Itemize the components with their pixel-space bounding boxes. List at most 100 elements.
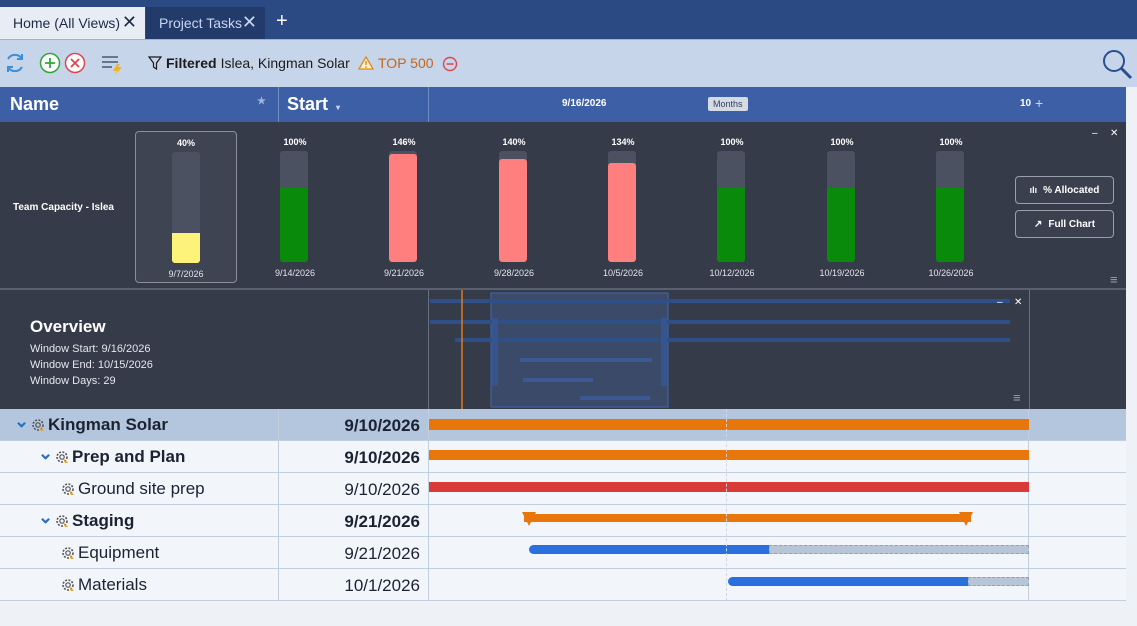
- refresh-icon[interactable]: [3, 51, 27, 75]
- capacity-week-column[interactable]: 134% 10/5/2026: [572, 131, 674, 283]
- close-icon[interactable]: ✕: [241, 12, 257, 32]
- task-name: Materials: [78, 575, 147, 594]
- expand-arrow-icon: ↗: [1033, 218, 1043, 230]
- task-name-cell[interactable]: ⌄ Prep and Plan: [0, 441, 279, 473]
- remove-circle-icon[interactable]: [64, 52, 86, 74]
- capacity-bar-track: [280, 151, 308, 262]
- capacity-week-column[interactable]: 100% 10/19/2026: [791, 131, 893, 283]
- pin-icon[interactable]: ★: [257, 96, 266, 107]
- capacity-percent: 134%: [611, 137, 635, 147]
- overview-info: Overview Window Start: 9/16/2026 Window …: [0, 290, 429, 409]
- tab-home-all-views[interactable]: Home (All Views) ✕: [0, 7, 145, 39]
- add-circle-icon[interactable]: [39, 52, 61, 74]
- gantt-bar[interactable]: [429, 482, 1029, 492]
- gantt-cell: [429, 505, 1029, 537]
- task-name-cell[interactable]: ⌄ Kingman Solar: [0, 409, 279, 441]
- overview-window-box[interactable]: [490, 292, 669, 408]
- gantt-bar[interactable]: [429, 450, 1029, 460]
- column-header: Name ★ Start ▾ 9/16/2026 Months 10 +: [0, 87, 1126, 122]
- capacity-week-column[interactable]: 100% 10/26/2026: [900, 131, 1002, 283]
- summary-end-marker: [522, 512, 536, 526]
- table-row[interactable]: Ground site prep 9/10/2026: [0, 473, 1126, 505]
- task-name-cell[interactable]: Equipment: [0, 537, 279, 569]
- bar-chart-icon: ılı: [1029, 185, 1038, 195]
- window-days: Window Days: 29: [30, 375, 116, 387]
- capacity-week-column[interactable]: 100% 10/12/2026: [681, 131, 783, 283]
- window-end: Window End: 10/15/2026: [30, 359, 153, 371]
- capacity-percent: 140%: [502, 137, 526, 147]
- close-icon[interactable]: ✕: [121, 12, 137, 32]
- column-name-header[interactable]: Name ★: [0, 87, 279, 122]
- gantt-bar[interactable]: [524, 514, 971, 522]
- capacity-percent: 146%: [392, 137, 416, 147]
- filter-icon: [148, 56, 162, 70]
- filter-indicator[interactable]: Filtered Islea, Kingman Solar: [148, 55, 350, 71]
- capacity-percent: 100%: [720, 137, 744, 147]
- capacity-bar-fill: [172, 233, 200, 263]
- tab-project-tasks[interactable]: Project Tasks ✕: [146, 7, 265, 39]
- capacity-bar-fill: [608, 163, 636, 262]
- slack-bar: [968, 577, 1029, 586]
- close-icon[interactable]: ✕: [1014, 297, 1023, 308]
- close-icon[interactable]: ✕: [1110, 128, 1119, 139]
- task-name: Kingman Solar: [48, 415, 168, 434]
- capacity-bar-track: [827, 151, 855, 262]
- capacity-bar-track: [172, 152, 200, 263]
- task-start-cell[interactable]: 10/1/2026: [279, 569, 429, 601]
- auto-scheduled-task-icon: [54, 513, 70, 529]
- gantt-cell: [429, 569, 1029, 601]
- overview-track: [523, 378, 593, 382]
- table-row[interactable]: ⌄ Staging 9/21/2026: [0, 505, 1126, 537]
- add-tab-icon[interactable]: +: [276, 10, 288, 32]
- task-start-cell[interactable]: 9/10/2026: [279, 441, 429, 473]
- expand-chevron-icon[interactable]: ⌄: [38, 442, 54, 463]
- scrollbar-track[interactable]: [1126, 87, 1137, 626]
- tab-label: Home (All Views): [13, 15, 121, 31]
- percent-allocated-button[interactable]: ılı % Allocated: [1015, 176, 1114, 204]
- gantt-bar[interactable]: [429, 419, 1029, 430]
- task-name-cell[interactable]: Materials: [0, 569, 279, 601]
- overview-minimap[interactable]: [430, 290, 1029, 409]
- table-row[interactable]: Equipment 9/21/2026: [0, 537, 1126, 569]
- table-row[interactable]: ⌄ Kingman Solar 9/10/2026: [0, 409, 1126, 441]
- task-name: Equipment: [78, 543, 160, 562]
- capacity-week-date: 10/5/2026: [602, 268, 644, 278]
- filter-values: Islea, Kingman Solar: [220, 55, 350, 71]
- minimize-icon[interactable]: –: [997, 297, 1003, 308]
- table-row[interactable]: ⌄ Prep and Plan 9/10/2026: [0, 441, 1126, 473]
- expand-chevron-icon[interactable]: ⌄: [14, 410, 30, 431]
- task-start-cell[interactable]: 9/21/2026: [279, 537, 429, 569]
- capacity-bar-fill: [827, 187, 855, 262]
- task-start-cell[interactable]: 9/10/2026: [279, 409, 429, 441]
- gantt-cell: [429, 441, 1029, 473]
- capacity-week-column[interactable]: 40% 9/7/2026: [135, 131, 237, 283]
- clear-limit-icon[interactable]: [442, 56, 458, 72]
- timeline-date-label-next: 10: [1020, 98, 1032, 109]
- task-name-cell[interactable]: ⌄ Staging: [0, 505, 279, 537]
- task-start-cell[interactable]: 9/10/2026: [279, 473, 429, 505]
- timeline-header[interactable]: 9/16/2026 Months 10 +: [429, 87, 1126, 122]
- search-icon[interactable]: [1101, 48, 1133, 80]
- table-row[interactable]: Materials 10/1/2026: [0, 569, 1126, 601]
- gantt-bar[interactable]: [728, 577, 968, 586]
- capacity-week-column[interactable]: 140% 9/28/2026: [463, 131, 565, 283]
- gantt-bar[interactable]: [529, 545, 769, 554]
- capacity-week-column[interactable]: 100% 9/14/2026: [244, 131, 346, 283]
- scale-months-button[interactable]: Months: [708, 97, 748, 111]
- panel-menu-icon[interactable]: ≡: [1013, 390, 1021, 405]
- add-column-icon[interactable]: +: [1035, 95, 1044, 111]
- task-name: Staging: [72, 511, 135, 530]
- task-name-cell[interactable]: Ground site prep: [0, 473, 279, 505]
- column-start-header[interactable]: Start ▾: [279, 87, 429, 122]
- expand-chevron-icon[interactable]: ⌄: [38, 506, 54, 527]
- minimize-icon[interactable]: –: [1092, 128, 1098, 139]
- capacity-bar-fill: [717, 187, 745, 262]
- task-start-cell[interactable]: 9/21/2026: [279, 505, 429, 537]
- panel-menu-icon[interactable]: ≡: [1110, 272, 1118, 287]
- capacity-week-date: 10/12/2026: [709, 268, 755, 278]
- capacity-week-date: 9/14/2026: [274, 268, 316, 278]
- overview-handle: [492, 318, 498, 386]
- auto-schedule-icon[interactable]: [100, 53, 124, 75]
- full-chart-button[interactable]: ↗ Full Chart: [1015, 210, 1114, 238]
- capacity-week-column[interactable]: 146% 9/21/2026: [353, 131, 455, 283]
